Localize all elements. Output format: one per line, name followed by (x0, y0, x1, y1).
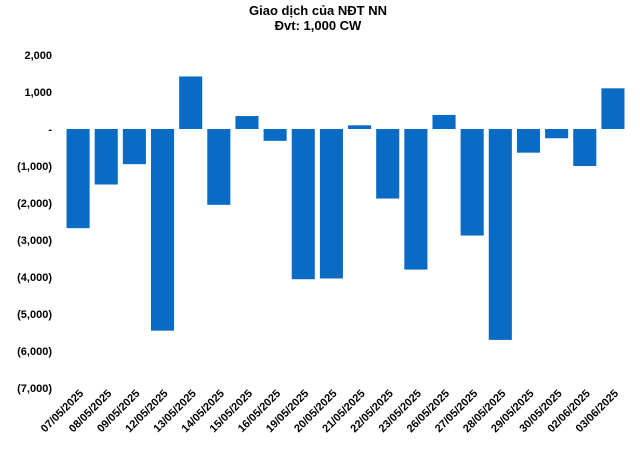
bars (66, 76, 625, 340)
y-tick-label: (2,000) (17, 198, 52, 210)
bar-12-05-2025 (150, 129, 175, 331)
chart-title: Giao dịch của NĐT NN (249, 3, 387, 18)
bar-27-05-2025 (460, 129, 484, 236)
y-tick-label: (4,000) (17, 272, 52, 284)
y-tick-label: (1,000) (17, 161, 52, 173)
y-tick-label: (5,000) (17, 309, 52, 321)
y-tick-label: (7,000) (17, 383, 52, 395)
x-axis: 07/05/202508/05/202509/05/202512/05/2025… (39, 388, 621, 435)
y-tick-label: (6,000) (17, 346, 52, 358)
bar-23-05-2025 (404, 129, 428, 270)
bar-20-05-2025 (319, 129, 343, 279)
y-tick-label: 2,000 (24, 50, 52, 62)
bar-03-06-2025 (601, 88, 625, 129)
bar-15-05-2025 (235, 116, 259, 129)
bar-21-05-2025 (348, 125, 372, 129)
y-tick-label: 1,000 (24, 87, 52, 99)
bar-19-05-2025 (291, 129, 315, 280)
bar-13-05-2025 (179, 76, 203, 129)
bar-08-05-2025 (94, 129, 118, 185)
y-tick-label: (3,000) (17, 235, 52, 247)
bar-02-06-2025 (573, 129, 597, 166)
bar-07-05-2025 (66, 129, 90, 229)
y-axis: 2,000 1,000 - (1,000) (2,000) (3,000) (4,000) (… (17, 50, 52, 395)
bar-28-05-2025 (488, 129, 512, 340)
bar-30-05-2025 (545, 129, 569, 139)
bar-26-05-2025 (432, 114, 456, 129)
bar-14-05-2025 (207, 129, 231, 205)
y-tick-label: - (48, 124, 52, 136)
bar-16-05-2025 (263, 129, 287, 141)
bar-22-05-2025 (376, 129, 400, 199)
bar-29-05-2025 (516, 129, 541, 153)
bar-09-05-2025 (122, 129, 146, 165)
chart-subtitle: Đvt: 1,000 CW (275, 18, 362, 33)
